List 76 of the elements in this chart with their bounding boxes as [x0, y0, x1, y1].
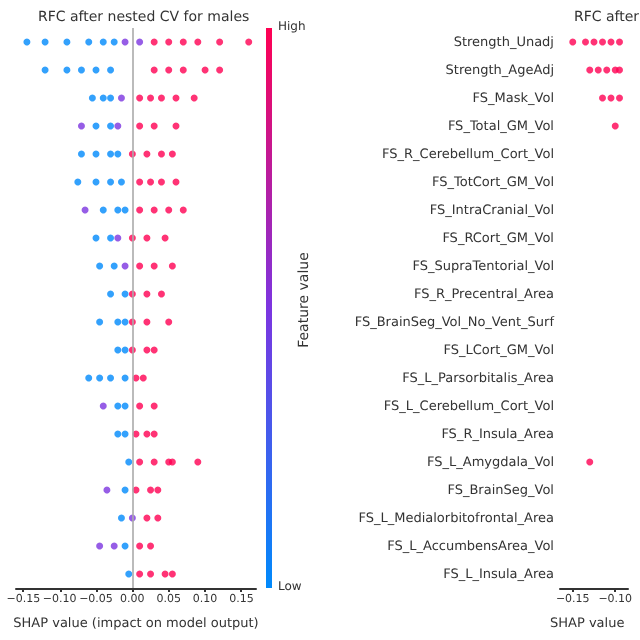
point — [157, 178, 165, 186]
point — [139, 374, 147, 382]
point — [136, 94, 144, 102]
point — [165, 318, 173, 326]
point — [245, 38, 253, 46]
point — [150, 430, 158, 438]
point — [77, 66, 85, 74]
point — [190, 94, 198, 102]
point — [157, 94, 165, 102]
point — [107, 178, 115, 186]
point — [96, 318, 104, 326]
point — [216, 38, 224, 46]
point — [150, 206, 158, 214]
point — [117, 514, 125, 522]
point — [147, 94, 155, 102]
point — [110, 542, 118, 550]
point — [168, 570, 176, 578]
point — [96, 374, 104, 382]
point — [136, 38, 144, 46]
point — [147, 486, 155, 494]
point — [154, 486, 162, 494]
point — [150, 66, 158, 74]
point — [114, 122, 122, 130]
point — [216, 66, 224, 74]
point — [125, 570, 133, 578]
point — [125, 458, 133, 466]
point — [107, 290, 115, 298]
point — [150, 262, 158, 270]
point — [154, 514, 162, 522]
point — [110, 262, 118, 270]
point — [107, 150, 115, 158]
point — [165, 66, 173, 74]
point — [136, 206, 144, 214]
point — [114, 318, 122, 326]
point — [157, 290, 165, 298]
point — [179, 66, 187, 74]
point — [136, 178, 144, 186]
point — [114, 206, 122, 214]
point — [107, 94, 115, 102]
point — [107, 122, 115, 130]
point — [114, 402, 122, 410]
point — [114, 234, 122, 242]
point — [99, 402, 107, 410]
point — [77, 122, 85, 130]
point — [88, 94, 96, 102]
point — [99, 206, 107, 214]
point — [179, 38, 187, 46]
point — [136, 122, 144, 130]
point — [150, 402, 158, 410]
point — [74, 178, 82, 186]
point — [136, 262, 144, 270]
point — [165, 38, 173, 46]
point — [179, 206, 187, 214]
point — [136, 402, 144, 410]
point — [107, 234, 115, 242]
point — [150, 122, 158, 130]
point — [77, 150, 85, 158]
point — [150, 38, 158, 46]
point — [136, 542, 144, 550]
point — [194, 458, 202, 466]
point — [107, 374, 115, 382]
point — [168, 262, 176, 270]
point — [85, 374, 93, 382]
point — [147, 178, 155, 186]
point — [117, 94, 125, 102]
point — [150, 346, 158, 354]
point — [96, 542, 104, 550]
point — [147, 542, 155, 550]
point — [96, 262, 104, 270]
point — [157, 150, 165, 158]
point — [114, 346, 122, 354]
point — [99, 94, 107, 102]
point — [114, 430, 122, 438]
point — [168, 150, 176, 158]
point — [194, 38, 202, 46]
point — [165, 206, 173, 214]
